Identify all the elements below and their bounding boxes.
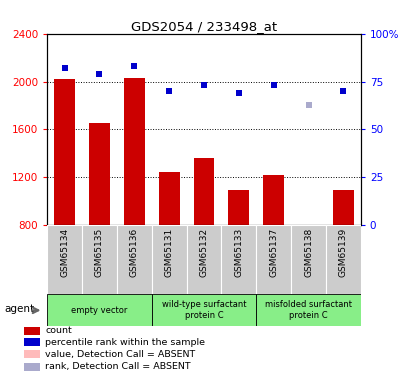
Text: rank, Detection Call = ABSENT: rank, Detection Call = ABSENT — [45, 362, 191, 371]
Bar — [24, 327, 40, 334]
Text: GSM65132: GSM65132 — [199, 228, 208, 277]
Text: empty vector: empty vector — [71, 306, 127, 315]
Bar — [193, 158, 214, 225]
Text: percentile rank within the sample: percentile rank within the sample — [45, 338, 205, 347]
Bar — [124, 78, 144, 225]
Bar — [256, 294, 360, 326]
Bar — [47, 294, 151, 326]
Bar — [290, 225, 325, 294]
Text: agent: agent — [5, 304, 35, 314]
Bar — [151, 225, 186, 294]
Bar — [117, 225, 151, 294]
Bar — [325, 225, 360, 294]
Text: value, Detection Call = ABSENT: value, Detection Call = ABSENT — [45, 350, 195, 358]
Bar — [47, 225, 82, 294]
Bar — [24, 350, 40, 358]
Text: GSM65137: GSM65137 — [269, 228, 277, 277]
Bar — [89, 123, 110, 225]
Text: GSM65135: GSM65135 — [95, 228, 103, 277]
Bar — [54, 79, 75, 225]
Text: GSM65138: GSM65138 — [303, 228, 312, 277]
Text: GSM65136: GSM65136 — [130, 228, 138, 277]
Text: misfolded surfactant
protein C: misfolded surfactant protein C — [264, 300, 351, 320]
Text: wild-type surfactant
protein C: wild-type surfactant protein C — [161, 300, 246, 320]
Title: GDS2054 / 233498_at: GDS2054 / 233498_at — [130, 20, 276, 33]
Text: GSM65131: GSM65131 — [164, 228, 173, 277]
Text: GSM65134: GSM65134 — [60, 228, 69, 277]
Bar — [332, 190, 353, 225]
Bar — [24, 363, 40, 370]
Bar — [24, 338, 40, 346]
Bar — [82, 225, 117, 294]
Bar — [221, 225, 256, 294]
Bar — [256, 225, 290, 294]
Text: GSM65139: GSM65139 — [338, 228, 347, 277]
Bar — [186, 225, 221, 294]
Bar — [158, 172, 179, 225]
Text: count: count — [45, 326, 72, 335]
Bar — [151, 294, 256, 326]
Bar — [228, 190, 249, 225]
Text: GSM65133: GSM65133 — [234, 228, 243, 277]
Bar — [263, 175, 283, 225]
